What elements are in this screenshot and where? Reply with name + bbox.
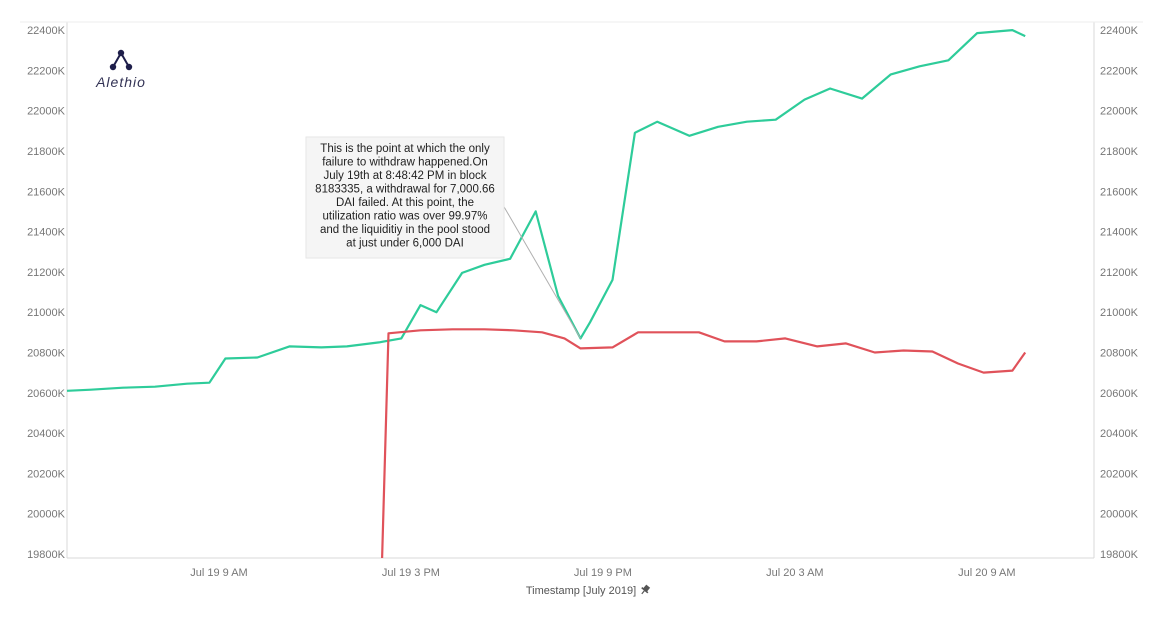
y-left-tick-label: 19800K xyxy=(27,549,66,561)
y-right-tick-label: 20200K xyxy=(1100,468,1139,480)
y-left-tick-label: 22000K xyxy=(27,106,66,118)
y-left-tick-label: 20600K xyxy=(27,388,66,400)
y-left-tick-label: 21800K xyxy=(27,146,66,158)
y-right-tick-label: 19800K xyxy=(1100,549,1139,561)
annotations: This is the point at which the only failu… xyxy=(305,136,581,339)
annotation-text-line: utilization ratio was over 99.97% xyxy=(323,211,488,223)
annotation-leader-line xyxy=(495,192,581,339)
y-left-tick-label: 21600K xyxy=(27,186,66,198)
logo: Alethio xyxy=(95,49,146,90)
series-line-1 xyxy=(66,29,1026,392)
series-line-2 xyxy=(381,328,1027,559)
y-left-tick-label: 21200K xyxy=(27,267,66,279)
y-left-tick-label: 21400K xyxy=(27,227,66,239)
alethio-logo-icon xyxy=(109,49,133,71)
y-right-tick-label: 20400K xyxy=(1100,428,1139,440)
annotation-text-line: failure to withdraw happened.On xyxy=(322,157,488,169)
y-right-tick-label: 21200K xyxy=(1100,267,1139,279)
annotation-text-line: and the liquiditiy in the pool stood xyxy=(320,224,490,236)
y-right-tick-label: 22400K xyxy=(1100,25,1139,37)
y-left-tick-label: 20400K xyxy=(27,428,66,440)
y-left-tick-label: 20800K xyxy=(27,347,66,359)
annotation-box xyxy=(305,136,505,259)
annotation-text-line: July 19th at 8:48:42 PM in block xyxy=(323,170,486,182)
annotation-text-line: This is the point at which the only xyxy=(320,143,490,155)
y-right-tick-label: 21800K xyxy=(1100,146,1139,158)
plot-frame xyxy=(20,21,1143,559)
y-right-tick-label: 21600K xyxy=(1100,186,1139,198)
y-right-tick-label: 21000K xyxy=(1100,307,1139,319)
x-axis-title: Timestamp [July 2019] xyxy=(526,585,636,597)
y-right-tick-label: 22000K xyxy=(1100,106,1139,118)
y-right-tick-label: 21400K xyxy=(1100,227,1139,239)
y-right-tick-label: 20000K xyxy=(1100,509,1139,521)
y-left-tick-label: 22200K xyxy=(27,65,66,77)
x-tick-label: Jul 19 9 PM xyxy=(574,567,632,579)
annotation-text-line: 8183335, a withdrawal for 7,000.66 xyxy=(315,184,495,196)
pin-icon xyxy=(641,584,651,595)
y-right-tick-label: 22200K xyxy=(1100,65,1139,77)
annotation-text-line: at just under 6,000 DAI xyxy=(346,238,464,250)
x-tick-label: Jul 20 9 AM xyxy=(958,567,1015,579)
y-axis-right: 19800K 20000K 20200K 20400K 20600K 20800K 2100… xyxy=(1100,25,1139,561)
y-axis-left: 19800K 20000K 20200K 20400K 20600K 20800K 2100… xyxy=(27,25,66,561)
y-right-tick-label: 20800K xyxy=(1100,347,1139,359)
x-tick-label: Jul 19 3 PM xyxy=(382,567,440,579)
x-tick-label: Jul 19 9 AM xyxy=(190,567,247,579)
x-tick-label: Jul 20 3 AM xyxy=(766,567,823,579)
logo-text: Alethio xyxy=(95,74,146,90)
y-right-tick-label: 20600K xyxy=(1100,388,1139,400)
series-group xyxy=(66,29,1027,559)
x-axis: Jul 19 9 AM Jul 19 3 PM Jul 19 9 PM Jul 20 … xyxy=(190,567,1015,579)
y-left-tick-label: 21000K xyxy=(27,307,66,319)
y-left-tick-label: 20200K xyxy=(27,468,66,480)
y-left-tick-label: 20000K xyxy=(27,509,66,521)
annotation-text-line: DAI failed. At this point, the xyxy=(336,197,474,209)
y-left-tick-label: 22400K xyxy=(27,25,66,37)
